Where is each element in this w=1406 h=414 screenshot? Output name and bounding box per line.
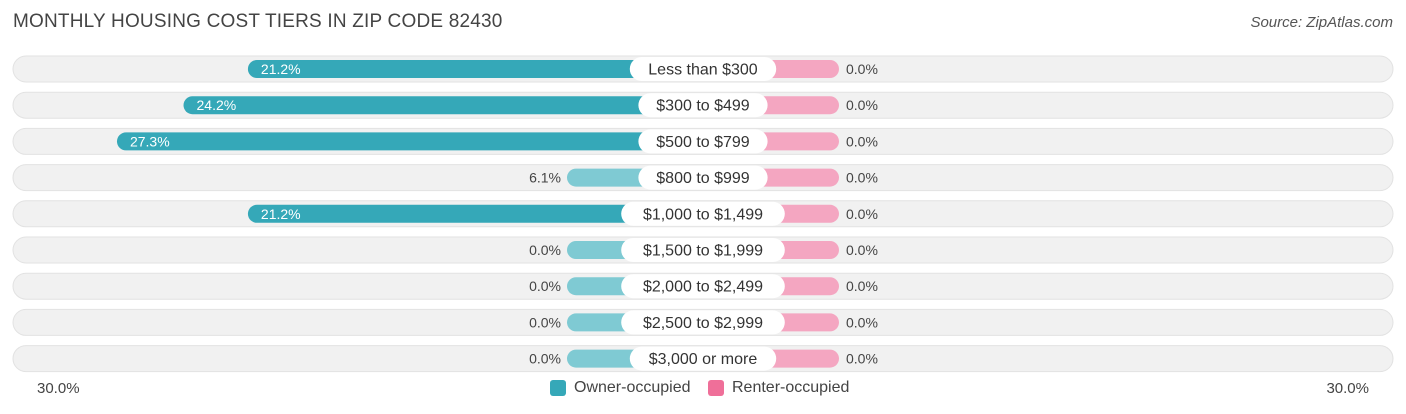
category-label: $800 to $999 — [656, 170, 750, 187]
category-pill — [629, 346, 777, 371]
category-pill — [621, 274, 785, 299]
owner-bar — [247, 204, 703, 223]
owner-value-label: 0.0% — [529, 351, 561, 367]
owner-value-label: 21.2% — [261, 61, 301, 77]
legend-label-owner: Owner-occupied — [574, 379, 691, 396]
renter-value-label: 0.0% — [846, 170, 878, 186]
category-pill — [621, 310, 785, 335]
chart-canvas: Less than $300 21.2% 0.0% $300 to $499 24.2%… — [12, 55, 1394, 373]
category-label: $2,500 to $2,999 — [643, 315, 763, 332]
renter-value-label: 0.0% — [846, 97, 878, 113]
owner-value-label: 0.0% — [529, 278, 561, 294]
legend-swatch-owner — [550, 380, 566, 396]
category-label: Less than $300 — [648, 62, 758, 79]
legend-item-renter: Renter-occupied — [708, 379, 849, 397]
renter-value-label: 0.0% — [846, 278, 878, 294]
chart-title: MONTHLY HOUSING COST TIERS IN ZIP CODE 8… — [13, 11, 503, 32]
owner-value-label: 0.0% — [529, 242, 561, 258]
category-pill — [638, 129, 768, 154]
legend-item-owner: Owner-occupied — [550, 379, 691, 397]
category-label: $1,000 to $1,499 — [643, 206, 763, 223]
owner-value-label: 27.3% — [130, 133, 170, 149]
category-pill — [638, 93, 768, 118]
renter-value-label: 0.0% — [846, 242, 878, 258]
category-pill — [621, 201, 785, 226]
source-credit: Source: ZipAtlas.com — [1250, 14, 1393, 31]
category-pill — [621, 238, 785, 262]
owner-value-label: 21.2% — [261, 206, 301, 222]
category-label: $1,500 to $1,999 — [643, 243, 763, 260]
owner-value-label: 24.2% — [197, 97, 237, 113]
legend-swatch-renter — [708, 380, 724, 396]
renter-value-label: 0.0% — [846, 351, 878, 367]
renter-value-label: 0.0% — [846, 61, 878, 77]
axis-left-label: 30.0% — [37, 380, 80, 397]
owner-bar — [183, 96, 704, 115]
category-label: $300 to $499 — [656, 98, 750, 115]
owner-value-label: 0.0% — [529, 314, 561, 330]
axis-right-label: 30.0% — [1326, 380, 1369, 397]
category-label: $500 to $799 — [656, 134, 750, 151]
renter-value-label: 0.0% — [846, 206, 878, 222]
category-pill — [629, 57, 777, 81]
renter-value-label: 0.0% — [846, 314, 878, 330]
legend-label-renter: Renter-occupied — [732, 379, 850, 396]
legend: Owner-occupied Renter-occupied — [0, 379, 1406, 399]
owner-value-label: 6.1% — [529, 170, 561, 186]
owner-bar — [116, 132, 703, 151]
owner-bar — [247, 60, 703, 78]
category-label: $2,000 to $2,499 — [643, 279, 763, 296]
category-pill — [638, 165, 768, 190]
category-label: $3,000 or more — [649, 351, 758, 368]
renter-value-label: 0.0% — [846, 133, 878, 149]
